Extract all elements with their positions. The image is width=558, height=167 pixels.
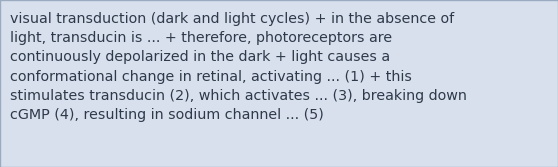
Text: visual transduction (dark and light cycles) + in the absence of
light, transduci: visual transduction (dark and light cycl… bbox=[10, 12, 467, 122]
